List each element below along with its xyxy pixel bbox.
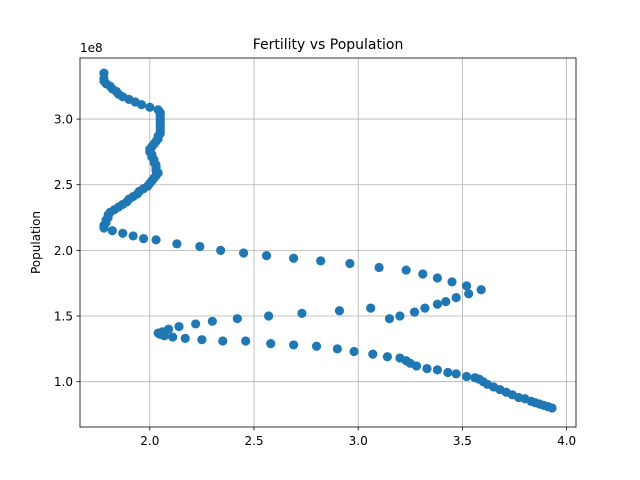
data-point — [297, 308, 307, 319]
data-point — [145, 102, 155, 112]
x-tick-label: 4.0 — [557, 434, 576, 448]
data-point — [151, 235, 161, 245]
x-tick-label: 3.0 — [349, 434, 368, 448]
data-point — [168, 332, 178, 342]
data-point — [163, 324, 174, 334]
data-point — [422, 363, 432, 374]
data-point — [191, 319, 201, 329]
data-point — [311, 341, 322, 351]
data-point — [432, 273, 443, 283]
data-point — [401, 265, 411, 275]
data-point — [349, 346, 359, 357]
data-point — [409, 307, 420, 317]
data-point — [384, 314, 395, 324]
data-point — [368, 349, 378, 359]
data-point — [432, 365, 443, 375]
data-point — [289, 253, 299, 263]
data-point — [366, 303, 376, 313]
data-point — [118, 228, 128, 238]
data-point — [451, 293, 461, 303]
data-point — [264, 311, 274, 321]
data-point — [174, 321, 184, 332]
data-point — [382, 352, 392, 362]
data-point — [395, 311, 405, 321]
y-tick-label: 1.0 — [54, 375, 73, 389]
data-point — [266, 339, 276, 349]
data-point — [138, 233, 149, 244]
data-point — [476, 285, 486, 295]
data-point — [395, 353, 405, 363]
y-tick-label: 3.0 — [54, 113, 73, 127]
data-point — [261, 251, 272, 261]
y-tick-label: 2.0 — [54, 244, 73, 258]
data-point — [232, 314, 242, 324]
x-tick-label: 2.5 — [244, 434, 263, 448]
data-point — [461, 281, 472, 291]
chart-title: Fertility vs Population — [253, 37, 404, 53]
data-point — [332, 344, 342, 354]
data-point — [470, 373, 480, 383]
data-point — [216, 245, 226, 255]
data-point — [289, 340, 299, 350]
y-tick-label: 1.5 — [54, 310, 73, 324]
grid — [80, 58, 576, 427]
y-tick-label: 2.5 — [54, 178, 73, 192]
data-point — [195, 241, 205, 252]
x-tick-label: 3.5 — [453, 434, 472, 448]
data-point — [443, 367, 453, 378]
data-point — [238, 248, 249, 258]
data-point — [207, 316, 217, 326]
data-point — [218, 336, 228, 346]
axis-ticks: 2.0 2.5 3.0 3.5 4.0 1.0 1.5 2.0 2.5 3.0 — [54, 113, 576, 448]
data-point — [172, 239, 182, 249]
data-point — [420, 303, 430, 313]
data-point — [241, 336, 251, 346]
data-point — [451, 369, 461, 379]
data-point — [316, 256, 326, 266]
y-axis-offset-label: 1e8 — [80, 41, 103, 55]
data-point — [447, 277, 457, 287]
data-point — [441, 296, 451, 307]
data-point — [180, 333, 190, 343]
data-point — [197, 335, 207, 345]
data-point — [464, 289, 474, 299]
plot-frame — [79, 57, 577, 428]
data-point — [461, 371, 472, 382]
x-tick-label: 2.0 — [140, 434, 159, 448]
data-point — [153, 105, 163, 115]
data-point — [374, 262, 384, 273]
data-point — [418, 269, 428, 279]
data-point — [107, 226, 117, 236]
data-point — [345, 258, 355, 269]
y-axis-label: Population — [29, 211, 43, 274]
data-point — [334, 306, 345, 316]
data-point — [99, 68, 109, 78]
data-point — [128, 231, 138, 241]
data-point — [432, 299, 443, 309]
data-points — [99, 68, 557, 413]
